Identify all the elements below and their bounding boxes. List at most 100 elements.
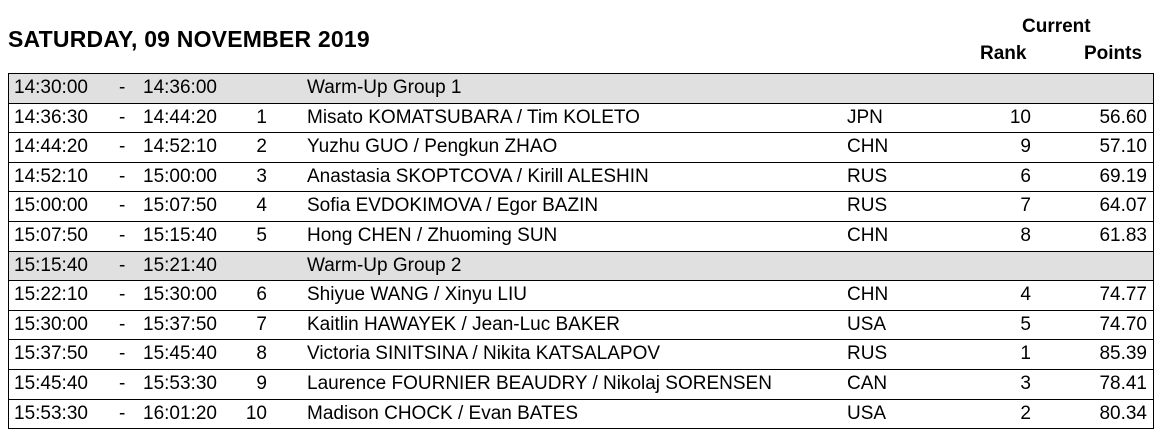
current-points: 80.34 (1099, 402, 1147, 424)
rank-column-header: Rank (980, 43, 1027, 64)
start-number: 2 (256, 136, 267, 158)
start-time: 14:36:30 (14, 106, 88, 128)
current-points: 74.77 (1099, 284, 1147, 306)
start-number: 7 (256, 313, 267, 335)
current-points: 85.39 (1099, 343, 1147, 365)
end-time: 15:30:00 (143, 284, 217, 306)
table-row: 15:22:10 -15:30:00 6 Shiyue WANG / Xinyu LI… (9, 281, 1153, 311)
nation-code: USA (847, 313, 887, 335)
start-time: 14:30:00 (14, 77, 88, 98)
skater-names: Misato KOMATSUBARA / Tim KOLETO (307, 106, 640, 128)
table-row: 15:45:40 -15:53:30 9 Laurence FOURNIER BEAU… (9, 370, 1153, 400)
start-number: 3 (256, 165, 267, 187)
end-time: 15:21:40 (143, 254, 217, 276)
current-rank: 7 (1020, 195, 1031, 217)
time-separator: - (119, 402, 126, 424)
end-time: 15:07:50 (143, 195, 217, 217)
end-time: 15:15:40 (143, 224, 217, 246)
time-separator: - (119, 224, 126, 246)
skater-names: Sofia EVDOKIMOVA / Egor BAZIN (307, 195, 599, 217)
nation-code: JPN (847, 106, 883, 128)
points-column-header: Points (1084, 43, 1143, 64)
start-time: 15:00:00 (14, 195, 88, 217)
page-title: SATURDAY, 09 NOVEMBER 2019 (8, 26, 370, 52)
start-number: 1 (256, 106, 267, 128)
current-rank: 4 (1020, 284, 1031, 306)
end-time: 14:52:10 (143, 136, 217, 158)
skater-names: Laurence FOURNIER BEAUDRY / Nikolaj SORE… (307, 372, 772, 394)
start-number: 4 (256, 195, 267, 217)
skater-names: Victoria SINITSINA / Nikita KATSALAPOV (307, 343, 661, 365)
current-points: 56.60 (1099, 106, 1147, 128)
end-time: 14:36:00 (143, 77, 217, 98)
start-number: 9 (256, 372, 267, 394)
current-rank: 5 (1020, 313, 1031, 335)
time-separator: - (119, 343, 126, 365)
start-time: 15:07:50 (14, 224, 88, 246)
current-points: 64.07 (1099, 195, 1147, 217)
start-time: 14:44:20 (14, 136, 88, 158)
warmup-group-row: 14:30:00 -14:36:00 Warm-Up Group 1 (9, 74, 1153, 104)
warmup-group-row: 15:15:40 -15:21:40 Warm-Up Group 2 (9, 251, 1153, 282)
skater-names: Madison CHOCK / Evan BATES (307, 402, 579, 424)
skater-names: Anastasia SKOPTCOVA / Kirill ALESHIN (307, 165, 649, 187)
time-separator: - (119, 77, 126, 98)
start-number: 5 (256, 224, 267, 246)
time-separator: - (119, 313, 126, 335)
skater-names: Shiyue WANG / Xinyu LIU (307, 284, 527, 306)
nation-code: CHN (847, 136, 889, 158)
current-rank: 3 (1020, 372, 1031, 394)
nation-code: CHN (847, 284, 889, 306)
current-points: 61.83 (1099, 224, 1147, 246)
current-rank: 9 (1020, 136, 1031, 158)
start-time: 15:37:50 (14, 343, 88, 365)
current-points: 74.70 (1099, 313, 1147, 335)
current-points: 78.41 (1099, 372, 1147, 394)
time-separator: - (119, 254, 126, 276)
start-number: 8 (256, 343, 267, 365)
end-time: 14:44:20 (143, 106, 217, 128)
current-points: 57.10 (1099, 136, 1147, 158)
time-separator: - (119, 284, 126, 306)
nation-code: CAN (847, 372, 888, 394)
end-time: 15:00:00 (143, 165, 217, 187)
schedule-table: 14:30:00-14:36:00 Warm-Up Group 1 14:36:30… (8, 73, 1154, 429)
nation-code: RUS (847, 165, 888, 187)
time-separator: - (119, 195, 126, 217)
table-row: 14:52:10 -15:00:00 3 Anastasia SKOPTCOVA / … (9, 163, 1153, 193)
table-row: 15:30:00 -15:37:50 7 Kaitlin HAWAYEK / Jean… (9, 311, 1153, 341)
end-time: 15:37:50 (143, 313, 217, 335)
current-rank: 6 (1020, 165, 1031, 187)
table-row: 14:36:30 -14:44:20 1 Misato KOMATSUBARA / T… (9, 104, 1153, 134)
start-time: 15:22:10 (14, 284, 88, 306)
start-number: 6 (256, 284, 267, 306)
start-time: 15:45:40 (14, 372, 88, 394)
current-points: 69.19 (1099, 165, 1147, 187)
start-time: 14:52:10 (14, 165, 88, 187)
current-rank: 1 (1020, 343, 1031, 365)
time-separator: - (119, 165, 126, 187)
nation-code: CHN (847, 224, 889, 246)
start-time: 15:53:30 (14, 402, 88, 424)
nation-code: RUS (847, 343, 888, 365)
skater-names: Kaitlin HAWAYEK / Jean-Luc BAKER (307, 313, 620, 335)
skater-names: Hong CHEN / Zhuoming SUN (307, 224, 558, 246)
start-time: 15:15:40 (14, 254, 88, 276)
table-row: 15:07:50 -15:15:40 5 Hong CHEN / Zhuoming S… (9, 222, 1153, 252)
end-time: 15:53:30 (143, 372, 217, 394)
skater-names: Yuzhu GUO / Pengkun ZHAO (307, 136, 558, 158)
nation-code: RUS (847, 195, 888, 217)
current-rank: 2 (1020, 402, 1031, 424)
table-row: 15:53:30 -16:01:20 10 Madison CHOCK / Evan … (9, 400, 1153, 429)
current-rank: 8 (1020, 224, 1031, 246)
table-row: 14:44:20 -14:52:10 2 Yuzhu GUO / Pengkun ZH… (9, 133, 1153, 163)
current-column-header: Current (1022, 16, 1091, 37)
time-separator: - (119, 136, 126, 158)
end-time: 16:01:20 (143, 402, 217, 424)
table-row: 15:37:50 -15:45:40 8 Victoria SINITSINA / N… (9, 340, 1153, 370)
table-row: 15:00:00 -15:07:50 4 Sofia EVDOKIMOVA / Ego… (9, 192, 1153, 222)
warmup-group-label: Warm-Up Group 2 (307, 254, 462, 276)
nation-code: USA (847, 402, 887, 424)
current-rank: 10 (1009, 106, 1031, 128)
end-time: 15:45:40 (143, 343, 217, 365)
